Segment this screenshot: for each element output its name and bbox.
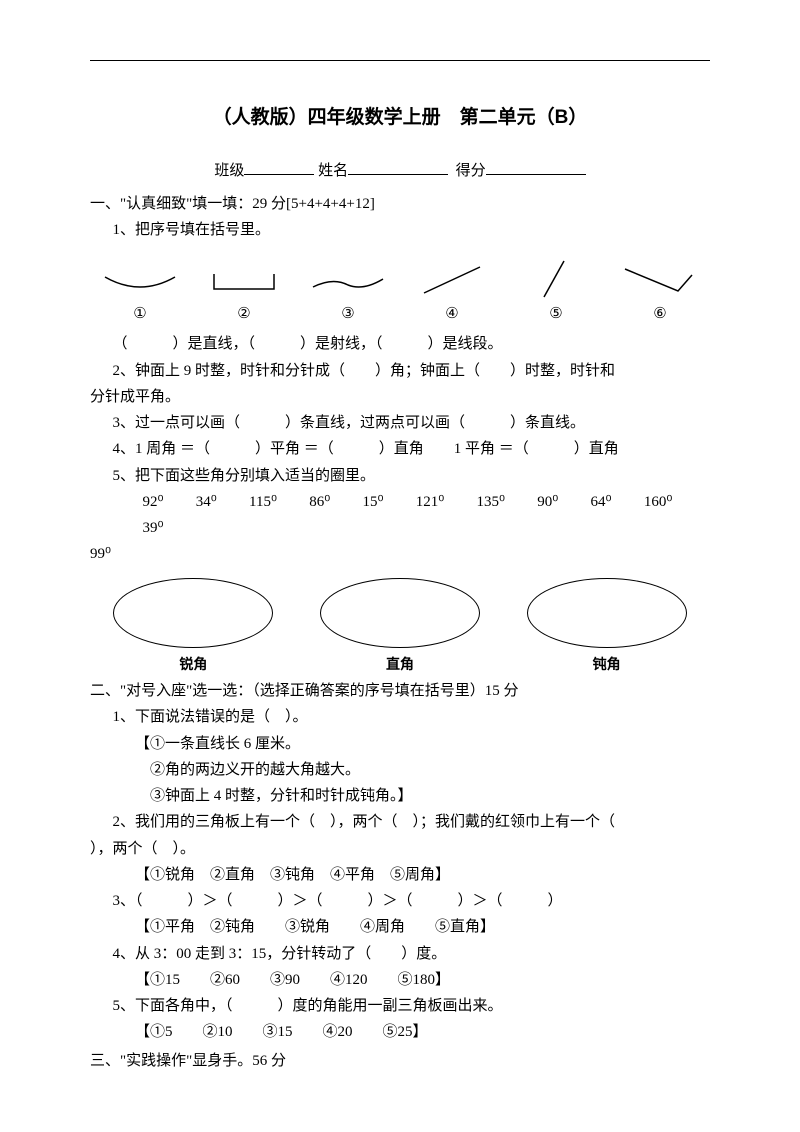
page-title: （人教版）四年级数学上册 第二单元（B）: [90, 101, 710, 134]
s1-q5: 5、把下面这些角分别填入适当的圈里。: [90, 463, 710, 489]
s2-q5opts: 【①5 ②10 ③15 ④20 ⑤25】: [90, 1019, 710, 1045]
section-3: 三、"实践操作"显身手。56 分: [90, 1048, 710, 1074]
score-label: 得分: [456, 163, 486, 179]
s1-q2a: 2、钟面上 9 时整，时针和分针成（ ）角；钟面上（ ）时整，时针和: [90, 358, 710, 384]
s2-q2b: ），两个（ ）。: [90, 836, 710, 862]
oval-right[interactable]: [320, 578, 480, 648]
s2-q4opts: 【①15 ②60 ③90 ④120 ⑤180】: [90, 967, 710, 993]
s2-q5: 5、下面各角中，（ ）度的角能用一副三角板画出来。: [90, 993, 710, 1019]
s2-q1c: ③钟面上 4 时整，分针和时针成钝角。】: [90, 783, 710, 809]
shape-4: [412, 259, 492, 299]
top-rule: [90, 60, 710, 61]
s2-heading: 二、"对号入座"选一选：（选择正确答案的序号填在括号里）15 分: [90, 678, 710, 704]
s2-q3opts: 【①平角 ②钝角 ③锐角 ④周角 ⑤直角】: [90, 914, 710, 940]
s2-q1b: ②角的两边义开的越大角越大。: [90, 757, 710, 783]
num-6: ⑥: [620, 301, 700, 327]
oval-acute[interactable]: [113, 578, 273, 648]
s1-q4: 4、1 周角 ＝（ ）平角 ＝（ ）直角 1 平角 ＝（ ）直角: [90, 436, 710, 462]
s1-q1b: （ ）是直线，（ ）是射线，（ ）是线段。: [90, 331, 710, 357]
class-label: 班级: [214, 163, 244, 179]
num-5: ⑤: [516, 301, 596, 327]
oval-labels: 锐角 直角 钝角: [90, 652, 710, 677]
s2-q2opts: 【①锐角 ②直角 ③钝角 ④平角 ⑤周角】: [90, 862, 710, 888]
shape-numbers: ① ② ③ ④ ⑤ ⑥: [90, 301, 710, 327]
num-4: ④: [412, 301, 492, 327]
class-blank[interactable]: [244, 160, 314, 175]
name-blank[interactable]: [348, 160, 448, 175]
shape-1: [100, 259, 180, 299]
s1-q2b: 分针成平角。: [90, 384, 710, 410]
s1-q1: 1、把序号填在括号里。: [90, 217, 710, 243]
s2-q4: 4、从 3：00 走到 3：15，分针转动了（ ）度。: [90, 941, 710, 967]
score-blank[interactable]: [486, 160, 586, 175]
section-2: 二、"对号入座"选一选：（选择正确答案的序号填在括号里）15 分 1、下面说法错…: [90, 678, 710, 1046]
s2-q1a: 【①一条直线长 6 厘米。: [90, 731, 710, 757]
label-obtuse: 钝角: [527, 652, 687, 677]
s2-q3: 3、（ ）＞（ ）＞（ ）＞（ ）＞（ ）: [90, 888, 710, 914]
s3-heading: 三、"实践操作"显身手。56 分: [90, 1048, 710, 1074]
label-right: 直角: [320, 652, 480, 677]
name-label: 姓名: [318, 163, 348, 179]
angle-list: 92⁰ 34⁰ 115⁰ 86⁰ 15⁰ 121⁰ 135⁰ 90⁰ 64⁰ 1…: [90, 489, 710, 542]
shape-3: [308, 259, 388, 299]
ovals-row: [90, 578, 710, 648]
info-line: 班级 姓名 得分: [90, 158, 710, 184]
s1-heading: 一、"认真细致"填一填：29 分[5+4+4+4+12]: [90, 191, 710, 217]
num-2: ②: [204, 301, 284, 327]
s1-q3: 3、过一点可以画（ ）条直线，过两点可以画（ ）条直线。: [90, 410, 710, 436]
label-acute: 锐角: [113, 652, 273, 677]
num-3: ③: [308, 301, 388, 327]
shape-2: [204, 259, 284, 299]
num-1: ①: [100, 301, 180, 327]
angle-list-tail: 99⁰: [90, 541, 710, 567]
s2-q1: 1、下面说法错误的是（ ）。: [90, 704, 710, 730]
oval-obtuse[interactable]: [527, 578, 687, 648]
shape-5: [516, 259, 596, 299]
section-1: 一、"认真细致"填一填：29 分[5+4+4+4+12] 1、把序号填在括号里。…: [90, 191, 710, 677]
s2-q2a: 2、我们用的三角板上有一个（ ），两个（ ）；我们戴的红领巾上有一个（: [90, 809, 710, 835]
shapes-row: [90, 249, 710, 299]
shape-6: [620, 259, 700, 299]
